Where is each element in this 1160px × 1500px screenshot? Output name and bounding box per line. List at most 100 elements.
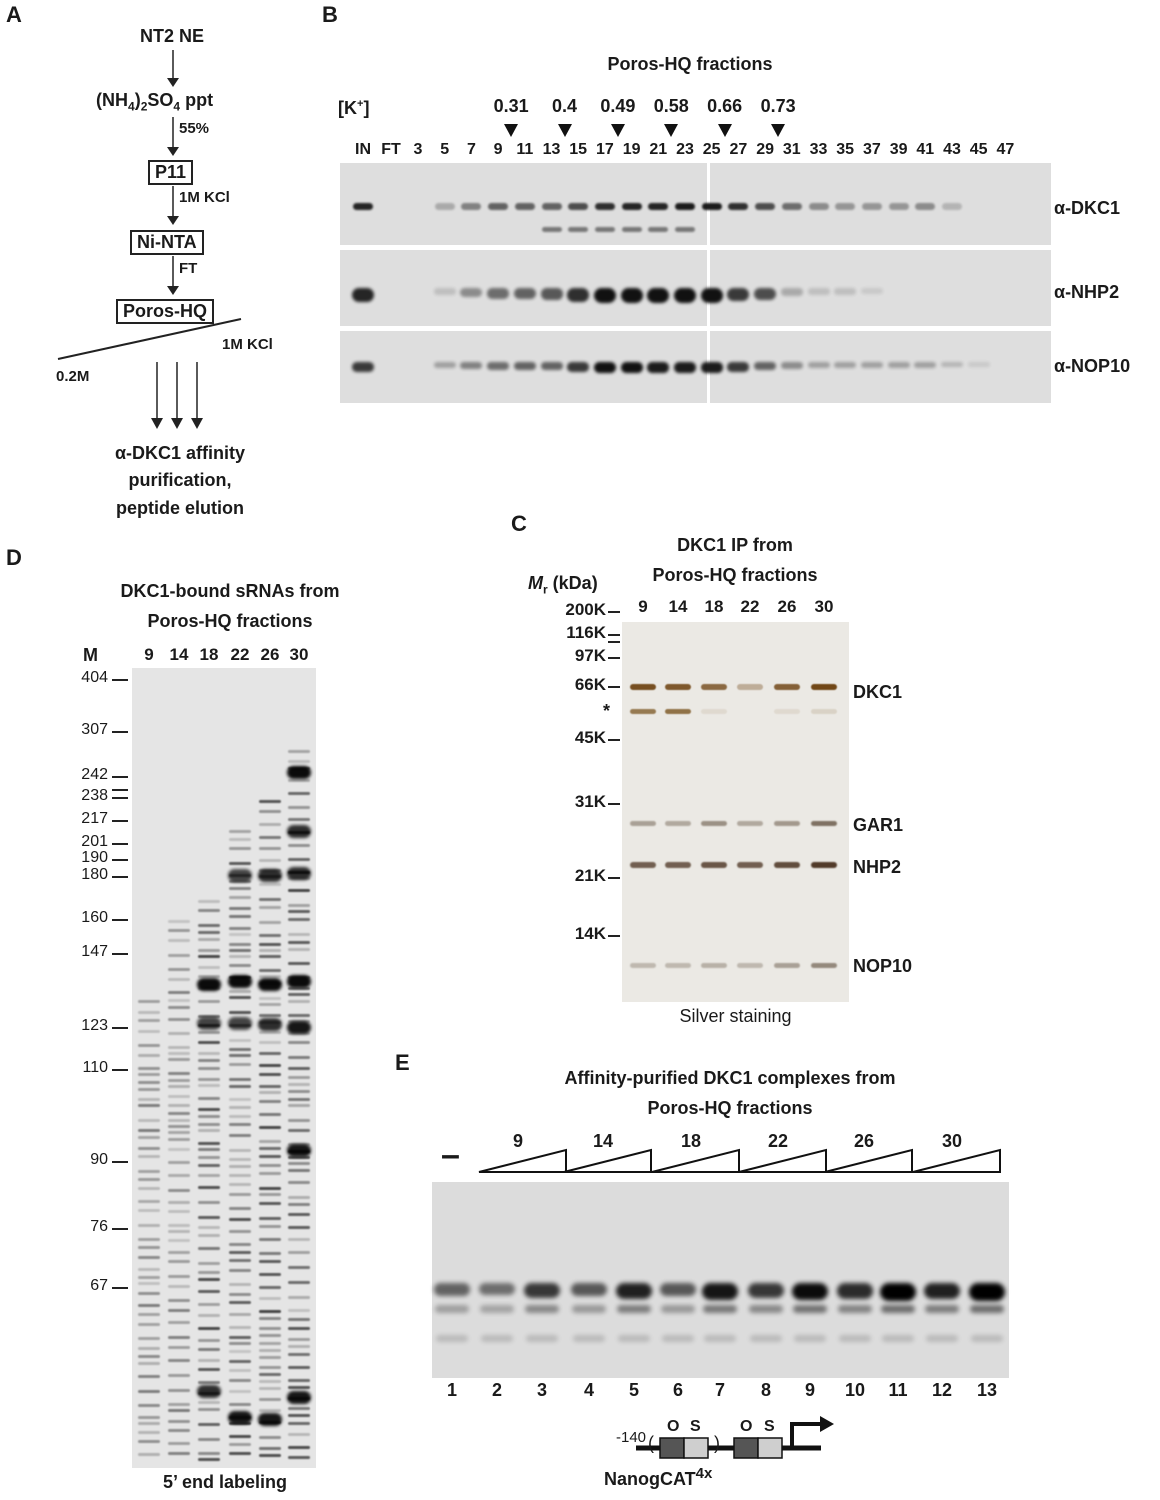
size-marker-tick	[112, 843, 128, 845]
triple-arrow-icon	[151, 362, 203, 429]
gel-band	[138, 1282, 160, 1285]
gel-band	[168, 1104, 190, 1107]
box-o-label-1: O	[667, 1418, 680, 1435]
k-value: 0.66	[707, 96, 743, 116]
blot-band	[352, 288, 374, 302]
gel-band	[737, 821, 763, 826]
gel-band	[258, 1018, 282, 1031]
mw-marker-tick	[608, 686, 620, 688]
gel-band	[774, 963, 800, 968]
blot-band	[433, 362, 456, 369]
transcription-gel	[432, 1182, 1009, 1378]
gel-band	[138, 1011, 160, 1014]
gel-band	[168, 1131, 190, 1134]
gel-band	[229, 964, 251, 967]
mw-marker-label: 21K	[574, 866, 606, 885]
band-label-nhp2: NHP2	[853, 857, 902, 877]
gel-band	[288, 1181, 310, 1184]
group-label: 18	[680, 1131, 702, 1151]
gel-band	[229, 949, 251, 952]
gel-band	[168, 1032, 190, 1035]
gel-band	[288, 1251, 310, 1254]
gel-band	[229, 1039, 251, 1042]
gel-band	[168, 999, 190, 1002]
arrow-down-icon	[167, 117, 179, 156]
lane-label: FT	[381, 141, 401, 158]
gel-band	[288, 1345, 310, 1348]
lane-label: 25	[702, 141, 721, 158]
gel-band	[288, 1226, 310, 1229]
lane-label: 17	[595, 141, 614, 158]
blot-band	[754, 362, 777, 371]
gel-band	[259, 1317, 281, 1320]
lane-number: 6	[672, 1380, 683, 1400]
gel-band	[198, 1174, 220, 1177]
gel-band	[138, 1067, 160, 1070]
blot-band	[594, 227, 615, 232]
gel-band	[168, 1079, 190, 1082]
size-marker-tick	[112, 859, 128, 861]
blot-band	[754, 288, 777, 300]
blot-band	[434, 203, 455, 210]
gel-band	[229, 1115, 251, 1118]
gel-band	[259, 1238, 281, 1241]
gel-band	[259, 1380, 281, 1383]
gel-band	[259, 934, 281, 937]
gel-band	[138, 1453, 160, 1456]
gel-band	[229, 1336, 251, 1339]
gel-band	[198, 1438, 220, 1441]
gel-band	[198, 1359, 220, 1362]
mw-marker-label: 116K	[566, 623, 606, 642]
gel-band	[288, 1281, 310, 1284]
end-labeling-caption: 5’ end labeling	[162, 1472, 288, 1492]
gel-band	[665, 963, 691, 968]
gel-band	[138, 1276, 160, 1279]
gel-band	[168, 991, 190, 994]
k-value: 0.73	[760, 96, 796, 116]
gel-band	[288, 1203, 310, 1206]
mr-axis-label: Mr (kDa)	[528, 573, 598, 597]
gel-band	[138, 1098, 160, 1101]
gel-band	[288, 792, 310, 795]
gel-band	[259, 1052, 281, 1055]
blot-band	[461, 203, 482, 210]
gel-band	[138, 1313, 160, 1316]
gel-band	[259, 906, 281, 909]
affinity-text-2: purification,	[128, 470, 232, 490]
gel-band	[138, 1422, 160, 1425]
blot-band	[834, 288, 857, 295]
gel-band	[435, 1305, 469, 1313]
blot-band	[620, 362, 643, 373]
gel-band	[168, 1260, 190, 1263]
antibody-label-nhp2: α-NHP2	[1054, 282, 1120, 302]
gel-band	[480, 1305, 514, 1313]
gel-band	[229, 1443, 251, 1446]
down-triangle-icon	[664, 124, 679, 137]
gel-band	[168, 1403, 190, 1406]
gel-band	[288, 1446, 310, 1449]
gel-band	[198, 1067, 220, 1070]
gel-band	[630, 684, 656, 690]
lane-label: IN	[355, 141, 371, 158]
gel-band	[138, 1390, 160, 1393]
gel-band	[811, 709, 837, 714]
blot-band	[835, 203, 856, 210]
mw-marker-label: 97K	[574, 646, 606, 665]
gel-band	[837, 1283, 873, 1299]
gel-band	[288, 1414, 310, 1417]
gel-band	[168, 1119, 190, 1122]
lane-label: 27	[729, 141, 748, 158]
gel-band	[168, 1230, 190, 1233]
mw-marker-tick	[608, 611, 620, 613]
affinity-text-1: α-DKC1 affinity	[114, 443, 246, 463]
gel-band	[288, 1076, 310, 1079]
size-marker-label: 147	[81, 943, 108, 960]
gel-band	[229, 1174, 251, 1177]
gel-band	[259, 943, 281, 946]
gel-band	[926, 1335, 958, 1342]
gel-band	[969, 1283, 1005, 1301]
gel-band	[288, 1129, 310, 1132]
k-value: 0.58	[653, 96, 689, 116]
no-protein-dash: –	[441, 1136, 460, 1174]
blot-band	[487, 362, 510, 370]
